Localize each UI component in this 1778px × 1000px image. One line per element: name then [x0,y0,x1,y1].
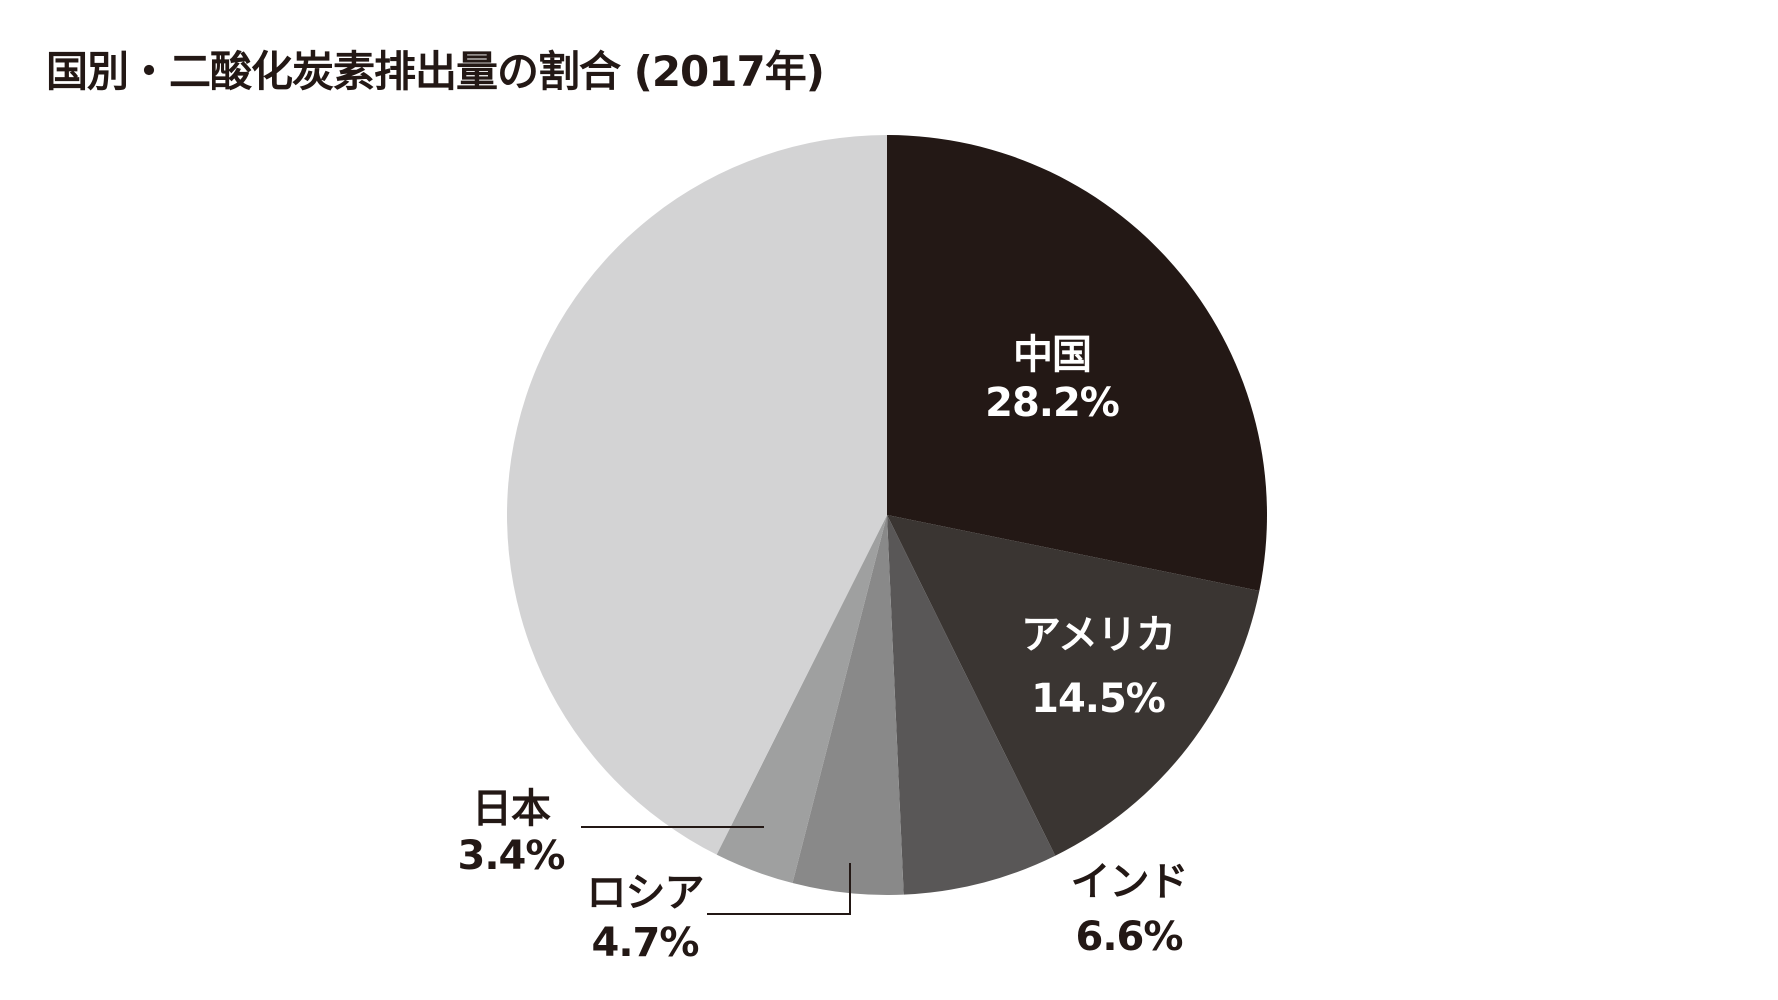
data-label-3: 6.6% [1076,914,1183,960]
pie-slice-3 [887,515,1056,895]
data-label-1: 28.2% [985,380,1119,426]
slice-label-1: 中国 [1013,332,1091,378]
slice-label-3: インド [1071,859,1188,905]
pie-slice-6 [506,135,887,855]
pie-slice-1 [887,135,1267,591]
data-label-5: 3.4% [458,833,565,879]
leader-line-4 [707,863,851,915]
pie-slice-5 [716,515,887,884]
pie-slice-2 [887,515,1260,856]
chart-title: 国別・二酸化炭素排出量の割合 (2017年) [46,47,825,96]
data-label-4: 4.7% [592,920,699,966]
slice-label-5: 日本 [472,786,551,832]
pie-slice-4 [792,515,904,895]
slice-label-4: ロシア [587,870,704,916]
data-label-2: 14.5% [1031,676,1165,722]
slice-label-2: アメリカ [1021,612,1175,658]
